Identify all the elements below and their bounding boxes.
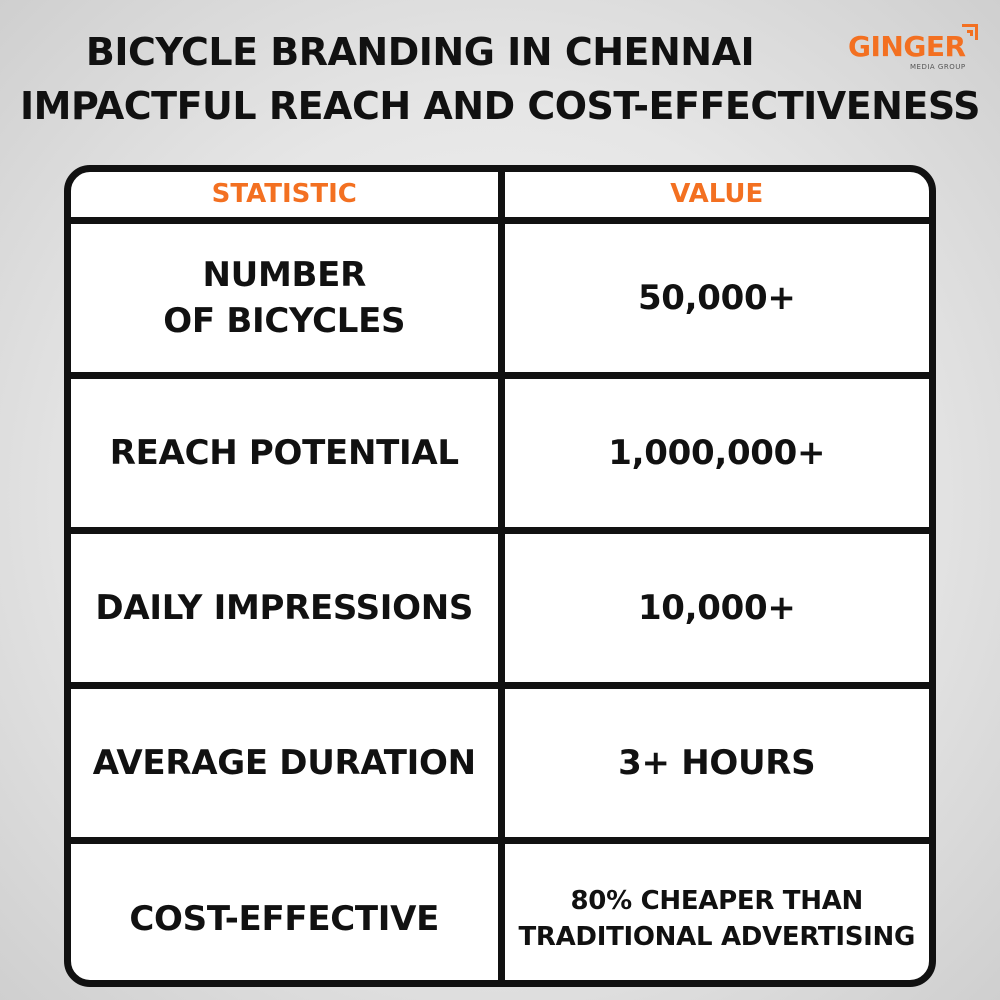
value-cell: 80% CHEAPER THAN TRADITIONAL ADVERTISING xyxy=(497,836,929,980)
statistic-label-line: COST-EFFECTIVE xyxy=(129,899,440,940)
broadcast-signal-icon xyxy=(962,24,978,40)
logo-tagline: MEDIA GROUP xyxy=(910,63,966,71)
statistic-label-line: DAILY IMPRESSIONS xyxy=(95,587,474,628)
page-title-line-1: BICYCLE BRANDING IN CHENNAI xyxy=(85,30,755,74)
table-header-row: STATISTIC VALUE xyxy=(71,172,929,224)
table-row: COST-EFFECTIVE 80% CHEAPER THAN TRADITIO… xyxy=(71,836,929,980)
column-header-statistic: STATISTIC xyxy=(71,172,505,224)
value-text: 10,000+ xyxy=(637,587,796,628)
value-text: 80% CHEAPER THAN xyxy=(570,886,864,917)
value-cell: 1,000,000+ xyxy=(497,371,929,534)
table-row: REACH POTENTIAL 1,000,000+ xyxy=(71,371,929,534)
statistic-label-line: NUMBER xyxy=(202,254,367,295)
value-cell: 50,000+ xyxy=(497,220,929,379)
table-row: NUMBER OF BICYCLES 50,000+ xyxy=(71,220,929,379)
statistic-label-line: AVERAGE DURATION xyxy=(92,742,476,783)
value-cell: 3+ HOURS xyxy=(497,681,929,844)
statistic-cell: REACH POTENTIAL xyxy=(71,371,505,534)
value-text: 3+ HOURS xyxy=(618,742,816,783)
value-text: TRADITIONAL ADVERTISING xyxy=(518,922,916,953)
column-header-value: VALUE xyxy=(497,172,929,224)
statistic-label-line: REACH POTENTIAL xyxy=(109,432,459,473)
page-title-line-2: IMPACTFUL REACH AND COST-EFFECTIVENESS xyxy=(20,84,980,128)
table-row: AVERAGE DURATION 3+ HOURS xyxy=(71,681,929,844)
logo-wordmark: GINGER xyxy=(848,30,966,63)
statistic-cell: AVERAGE DURATION xyxy=(71,681,505,844)
statistics-table: STATISTIC VALUE NUMBER OF BICYCLES 50,00… xyxy=(64,165,936,987)
statistic-cell: NUMBER OF BICYCLES xyxy=(71,220,505,379)
value-cell: 10,000+ xyxy=(497,526,929,689)
statistic-cell: COST-EFFECTIVE xyxy=(71,836,505,980)
ginger-media-group-logo: GINGER MEDIA GROUP xyxy=(848,22,988,72)
statistic-cell: DAILY IMPRESSIONS xyxy=(71,526,505,689)
table-row: DAILY IMPRESSIONS 10,000+ xyxy=(71,526,929,689)
value-text: 50,000+ xyxy=(637,277,796,318)
statistic-label-line: OF BICYCLES xyxy=(163,300,406,341)
value-text: 1,000,000+ xyxy=(608,432,826,473)
